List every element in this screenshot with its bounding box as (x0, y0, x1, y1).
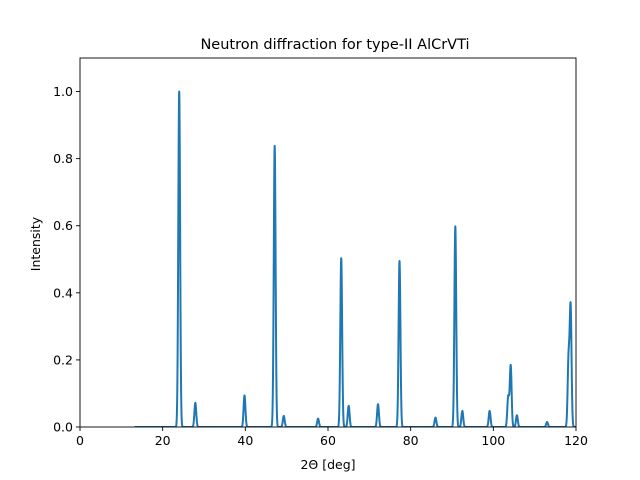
x-tick-label: 60 (320, 433, 336, 448)
y-axis-label: Intensity (28, 216, 43, 271)
axes-frame (79, 57, 577, 428)
x-tick-label: 100 (481, 433, 505, 448)
y-tick-label: 0.0 (53, 420, 73, 435)
y-tick-label: 0.6 (53, 218, 73, 233)
plot-area: 0 20 40 60 80 100 120 0.0 0.2 0.4 0.6 0.8 1.0 (53, 57, 588, 448)
series-line (133, 90, 576, 427)
x-tick-label: 120 (564, 433, 588, 448)
x-tick-label: 80 (403, 433, 419, 448)
y-tick-label: 1.0 (53, 84, 73, 99)
x-tick-label: 40 (237, 433, 253, 448)
chart-title: Neutron diffraction for type-II AlCrVTi (200, 37, 469, 53)
y-tick-label: 0.2 (53, 352, 73, 367)
x-tick-label: 0 (76, 433, 84, 448)
x-axis-label: 2Θ [deg] (300, 457, 355, 472)
y-tick-label: 0.4 (53, 285, 73, 300)
y-tick-label: 0.8 (53, 151, 73, 166)
x-tick-label: 20 (155, 433, 171, 448)
